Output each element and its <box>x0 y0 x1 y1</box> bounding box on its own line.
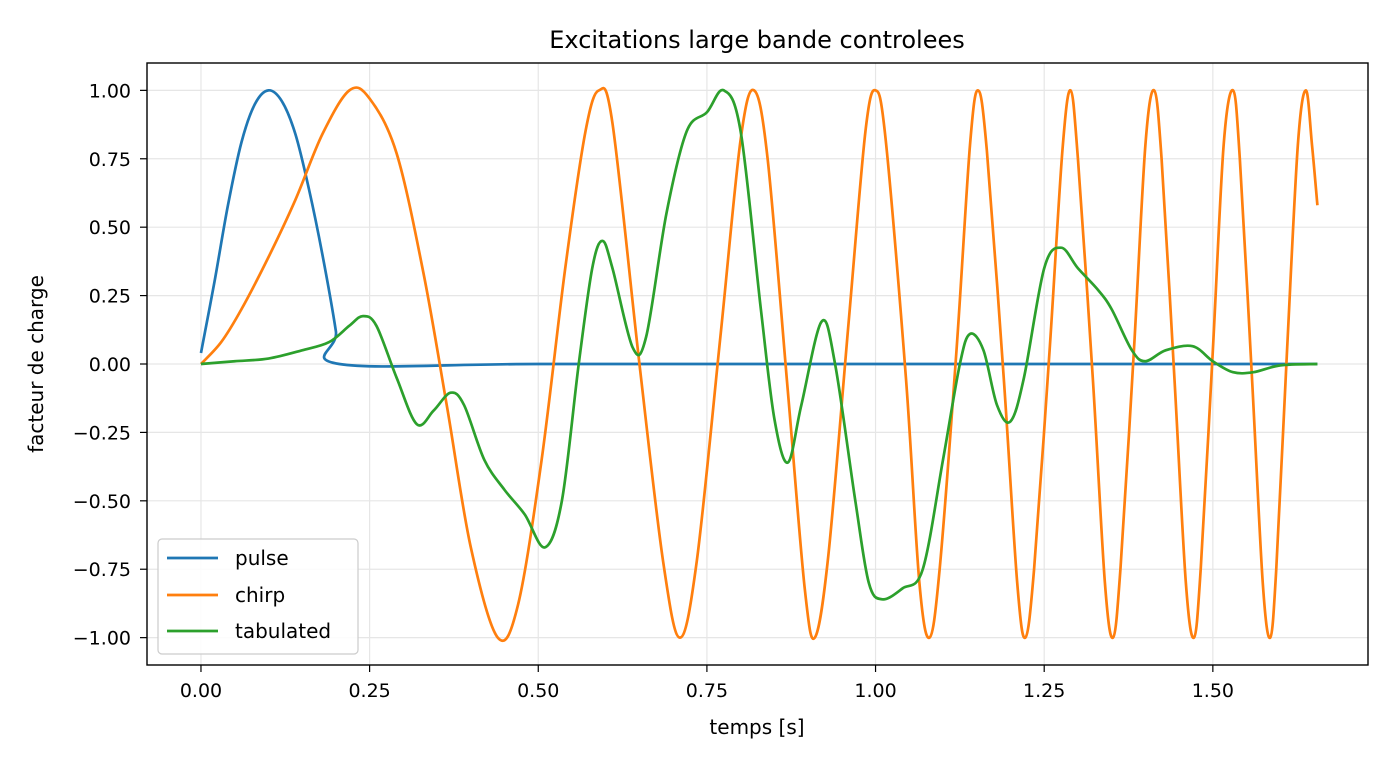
y-tick-label: −1.00 <box>73 628 131 650</box>
x-tick-label: 1.00 <box>854 680 896 702</box>
x-tick-label: 0.00 <box>180 680 222 702</box>
chart-title: Excitations large bande controlees <box>549 26 965 54</box>
y-tick-label: −0.50 <box>73 491 131 513</box>
y-axis-title: facteur de charge <box>24 275 48 453</box>
series-lines <box>199 86 1319 643</box>
x-tick-label: 0.25 <box>348 680 390 702</box>
legend: pulse chirp tabulated <box>157 538 359 655</box>
y-tick-label: 0.00 <box>89 354 131 376</box>
y-tick-label: 1.00 <box>89 80 131 102</box>
y-tick-label: 0.75 <box>89 149 131 171</box>
axis-ticks: 0.00 0.25 0.50 0.75 1.00 1.25 1.50 1.00 0.75 0.50… <box>73 80 1234 702</box>
y-tick-label: −0.25 <box>73 422 131 444</box>
series-line-chirp <box>199 86 1319 643</box>
legend-label-chirp: chirp <box>235 583 285 607</box>
x-tick-label: 0.50 <box>517 680 559 702</box>
y-tick-label: −0.75 <box>73 559 131 581</box>
legend-label-pulse: pulse <box>235 546 289 570</box>
series-line-tabulated <box>200 88 1318 601</box>
legend-box <box>157 538 359 655</box>
x-tick-label: 0.75 <box>686 680 728 702</box>
x-tick-label: 1.50 <box>1192 680 1234 702</box>
legend-label-tabulated: tabulated <box>235 619 331 643</box>
y-tick-label: 0.50 <box>89 217 131 239</box>
y-tick-label: 0.25 <box>89 286 131 308</box>
series-line-pulse <box>199 89 1318 368</box>
x-axis-title: temps [s] <box>709 715 804 739</box>
x-tick-label: 1.25 <box>1023 680 1065 702</box>
